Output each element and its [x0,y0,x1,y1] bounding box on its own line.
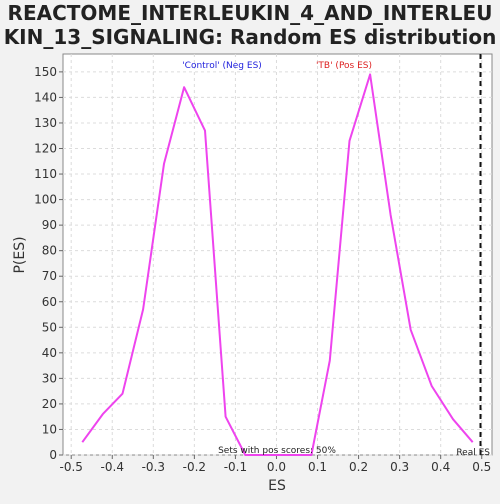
plot-area [62,53,493,456]
series-group [81,73,474,456]
x-axis-label: ES [268,478,286,494]
x-tick-label: -0.3 [142,460,165,474]
y-axis-ticks: 0 10 20 30 40 50 60 70 80 90 100 110 120 130 140 150 [34,65,63,462]
x-tick-label: 0.2 [349,460,368,474]
x-tick-label: 0.1 [308,460,327,474]
y-tick-label: 10 [42,422,57,436]
real-es-label: Real ES [456,448,490,458]
y-tick-label: 50 [42,320,57,334]
y-tick-label: 40 [42,346,57,360]
x-tick-label: -0.4 [101,460,124,474]
x-tick-label: -0.2 [183,460,206,474]
y-axis-label: P(ES) [12,236,28,273]
neg-es-label: 'Control' (Neg ES) [182,61,262,71]
grid-lines [63,54,492,456]
x-tick-label: 0.0 [267,460,286,474]
x-axis-ticks: -0.5 -0.4 -0.3 -0.2 -0.1 0.0 0.1 0.2 0.3 0.4 0.5 [59,455,491,474]
y-tick-label: 80 [42,244,57,258]
y-tick-label: 150 [34,65,57,79]
x-tick-label: 0.5 [472,460,491,474]
x-tick-label: 0.3 [390,460,409,474]
y-tick-label: 130 [34,116,57,130]
y-tick-label: 110 [34,167,57,181]
y-tick-label: 70 [42,269,57,283]
x-tick-label: -0.5 [59,460,82,474]
chart-title-line-1: REACTOME_INTERLEUKIN_4_AND_INTERLEU [8,1,493,25]
es-distribution-line [81,73,474,456]
y-tick-label: 100 [34,193,57,207]
y-tick-label: 30 [42,371,57,385]
y-tick-label: 140 [34,90,57,104]
y-tick-label: 20 [42,397,57,411]
x-tick-label: -0.1 [224,460,247,474]
y-tick-label: 0 [49,448,57,462]
x-tick-label: 0.4 [431,460,450,474]
y-tick-label: 120 [34,142,57,156]
pos-es-label: 'TB' (Pos ES) [316,61,372,71]
pos-score-summary: Sets with pos scores: 50% [218,446,336,456]
y-tick-label: 90 [42,218,57,232]
y-tick-label: 60 [42,295,57,309]
chart-title-line-2: KIN_13_SIGNALING: Random ES distribution [4,25,497,49]
